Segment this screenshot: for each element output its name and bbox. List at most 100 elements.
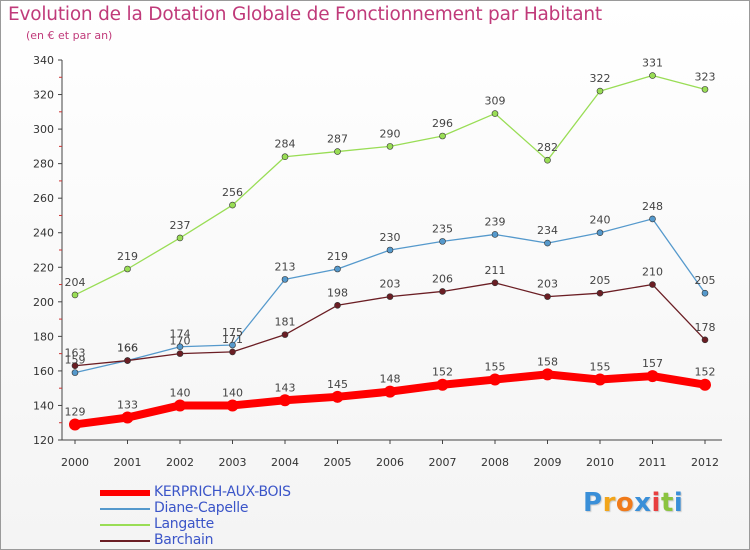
data-label: 170 xyxy=(170,335,191,348)
data-point xyxy=(649,215,656,223)
data-point xyxy=(176,343,184,351)
data-label: 284 xyxy=(275,138,296,151)
data-point xyxy=(439,132,446,140)
y-tick-label: 240 xyxy=(33,227,54,240)
y-tick-label: 280 xyxy=(33,158,54,171)
x-tick-label: 2003 xyxy=(219,456,247,469)
y-tick-label: 160 xyxy=(33,365,54,378)
data-point xyxy=(69,418,81,431)
data-label: 129 xyxy=(65,405,86,418)
data-label: 133 xyxy=(117,399,138,412)
data-point xyxy=(331,390,344,403)
data-label: 166 xyxy=(117,342,138,355)
data-point xyxy=(281,153,289,161)
data-label: 158 xyxy=(537,355,558,368)
data-label: 203 xyxy=(380,278,401,291)
data-label: 206 xyxy=(432,272,453,285)
x-tick-label: 2002 xyxy=(166,456,194,469)
data-point xyxy=(174,399,186,412)
data-point xyxy=(121,411,134,424)
data-point xyxy=(386,293,394,300)
data-point xyxy=(386,143,394,150)
data-point xyxy=(489,373,501,386)
data-point xyxy=(229,201,236,209)
data-point xyxy=(71,369,79,376)
chart-subtitle: (en € et par an) xyxy=(26,29,113,42)
data-label: 211 xyxy=(485,264,506,277)
y-tick-label: 340 xyxy=(33,54,54,67)
data-label: 152 xyxy=(695,366,716,379)
legend-label-langatte: Langatte xyxy=(154,516,214,532)
logo-letter: o xyxy=(615,488,635,518)
legend-item-diane-capelle: Diane-Capelle xyxy=(100,500,360,517)
x-tick-label: 2005 xyxy=(324,456,352,469)
data-point xyxy=(596,87,604,95)
data-point xyxy=(279,394,291,407)
data-label: 155 xyxy=(485,361,506,374)
data-label: 213 xyxy=(275,260,296,273)
data-point xyxy=(439,238,446,245)
logo-letter: P xyxy=(583,488,603,518)
data-point xyxy=(176,350,184,357)
legend-label-diane-capelle: Diane-Capelle xyxy=(154,500,249,516)
data-point xyxy=(544,239,551,247)
data-label: 239 xyxy=(485,215,506,228)
data-point xyxy=(124,265,131,273)
logo-letter: i xyxy=(651,488,661,518)
y-tick-label: 180 xyxy=(33,330,54,343)
chart-title: Evolution de la Dotation Globale de Fonc… xyxy=(8,4,602,25)
data-label: 235 xyxy=(432,222,453,235)
data-point xyxy=(226,399,239,412)
data-label: 204 xyxy=(65,276,86,289)
data-label: 159 xyxy=(65,354,86,367)
logo-letter: i xyxy=(673,488,684,518)
data-label: 237 xyxy=(170,219,191,232)
legend-item-barchain: Barchain xyxy=(100,532,360,549)
y-tick-label: 300 xyxy=(33,123,54,136)
data-point xyxy=(596,229,604,237)
data-label: 240 xyxy=(590,214,611,227)
data-label: 171 xyxy=(222,333,243,346)
legend-item-kerprich: KERPRICH-AUX-BOIS xyxy=(100,484,360,501)
x-tick-label: 2010 xyxy=(586,456,614,469)
data-label: 143 xyxy=(275,381,296,394)
data-label: 152 xyxy=(432,366,453,379)
data-point xyxy=(281,276,289,283)
x-tick-label: 2000 xyxy=(61,456,89,469)
data-point xyxy=(596,289,604,297)
data-point xyxy=(71,291,79,299)
data-label: 175 xyxy=(222,326,243,339)
data-point xyxy=(124,357,131,364)
data-point xyxy=(229,341,236,349)
x-tick-label: 2006 xyxy=(376,456,404,469)
data-point xyxy=(701,336,709,344)
data-point xyxy=(384,385,396,398)
logo-letter: t xyxy=(660,488,674,518)
data-point xyxy=(646,370,659,383)
data-label: 203 xyxy=(537,278,558,291)
data-label: 331 xyxy=(642,57,663,70)
legend-label-barchain: Barchain xyxy=(154,532,214,548)
data-point xyxy=(334,265,341,273)
data-point xyxy=(649,281,656,288)
legend: KERPRICH-AUX-BOIS Diane-Capelle Langatte… xyxy=(100,484,360,549)
data-label: 219 xyxy=(327,250,348,263)
data-label: 230 xyxy=(380,231,401,244)
data-label: 323 xyxy=(695,70,716,83)
y-tick-label: 120 xyxy=(33,434,54,447)
data-label: 322 xyxy=(590,72,611,85)
data-point xyxy=(701,86,709,93)
legend-swatch-langatte xyxy=(100,524,150,526)
y-tick-label: 320 xyxy=(33,89,54,102)
data-label: 287 xyxy=(327,133,348,146)
legend-swatch-diane-capelle xyxy=(100,508,150,510)
data-point xyxy=(71,362,79,370)
y-tick-label: 200 xyxy=(33,296,54,309)
x-tick-label: 2008 xyxy=(481,456,509,469)
legend-label-kerprich: KERPRICH-AUX-BOIS xyxy=(154,484,291,500)
data-point xyxy=(436,378,449,391)
y-tick-label: 220 xyxy=(33,261,54,274)
data-point xyxy=(544,293,551,300)
